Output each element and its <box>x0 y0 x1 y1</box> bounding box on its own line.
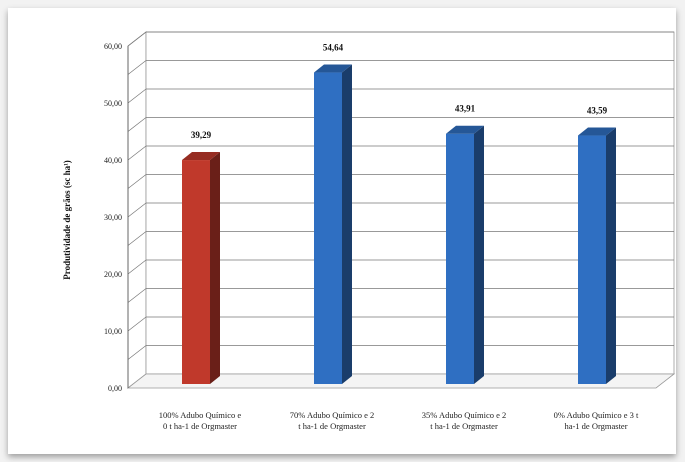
category-label: ha-1 de Orgmaster <box>564 421 627 431</box>
bar-series <box>182 64 616 385</box>
gridline-side <box>127 60 147 75</box>
data-labels: 39,29 54,64 43,91 43,59 <box>191 43 608 140</box>
gridline-side <box>127 316 147 332</box>
gridline-side <box>127 345 147 360</box>
category-label: t ha-1 de Orgmaster <box>298 421 366 431</box>
y-tick-label: 40,00 <box>104 156 122 165</box>
bar <box>182 152 220 384</box>
category-label: 70% Adubo Químico e 2 <box>290 410 375 420</box>
chart-frame: 0,00 10,00 20,00 30,00 40,00 50,00 60,00 39,29… <box>8 8 676 454</box>
category-labels: 100% Adubo Químico e0 t ha-1 de Orgmaste… <box>159 410 639 431</box>
bar-front <box>314 72 342 384</box>
category-label: t ha-1 de Orgmaster <box>430 421 498 431</box>
floor <box>126 373 676 389</box>
bar-side <box>606 127 616 385</box>
category-label: 100% Adubo Químico e <box>159 410 242 420</box>
bar-top <box>446 125 484 134</box>
y-tick-label: 0,00 <box>108 384 122 393</box>
bar-front <box>446 133 474 384</box>
category-label: 35% Adubo Químico e 2 <box>422 410 507 420</box>
gridline-side <box>127 202 147 218</box>
bar <box>578 127 616 385</box>
bar-side <box>342 64 352 384</box>
category-label: 0 t ha-1 de Orgmaster <box>163 421 237 431</box>
bar <box>314 64 352 384</box>
gridline-side <box>127 259 147 275</box>
data-label: 39,29 <box>191 130 212 140</box>
y-tick-label: 60,00 <box>104 42 122 51</box>
y-tick-labels: 0,00 10,00 20,00 30,00 40,00 50,00 60,00 <box>104 42 122 393</box>
bar-front <box>182 160 210 384</box>
gridline-side <box>127 117 147 132</box>
data-label: 43,59 <box>587 106 608 116</box>
bar <box>446 125 484 384</box>
gridline-side <box>127 31 147 47</box>
y-tick-label: 10,00 <box>104 327 122 336</box>
y-axis-title: Produtividade de grãos (sc ha¹) <box>62 160 72 280</box>
gridline-side <box>127 288 147 303</box>
bar-side <box>474 125 484 384</box>
data-label: 43,91 <box>455 104 476 114</box>
bar-front <box>578 135 606 384</box>
category-label: 0% Adubo Químico e 3 t <box>554 410 639 420</box>
gridline-side <box>127 231 147 246</box>
bar-side <box>210 152 220 384</box>
data-label: 54,64 <box>323 43 344 53</box>
gridline-side <box>127 145 147 161</box>
y-tick-label: 50,00 <box>104 99 122 108</box>
gridline-side <box>127 174 147 189</box>
bar-top <box>314 64 352 73</box>
bar-chart: 0,00 10,00 20,00 30,00 40,00 50,00 60,00 39,29… <box>62 31 676 431</box>
bar-top <box>578 127 616 136</box>
gridline-side <box>127 88 147 104</box>
bar-top <box>182 152 220 161</box>
y-tick-label: 20,00 <box>104 270 122 279</box>
y-tick-label: 30,00 <box>104 213 122 222</box>
